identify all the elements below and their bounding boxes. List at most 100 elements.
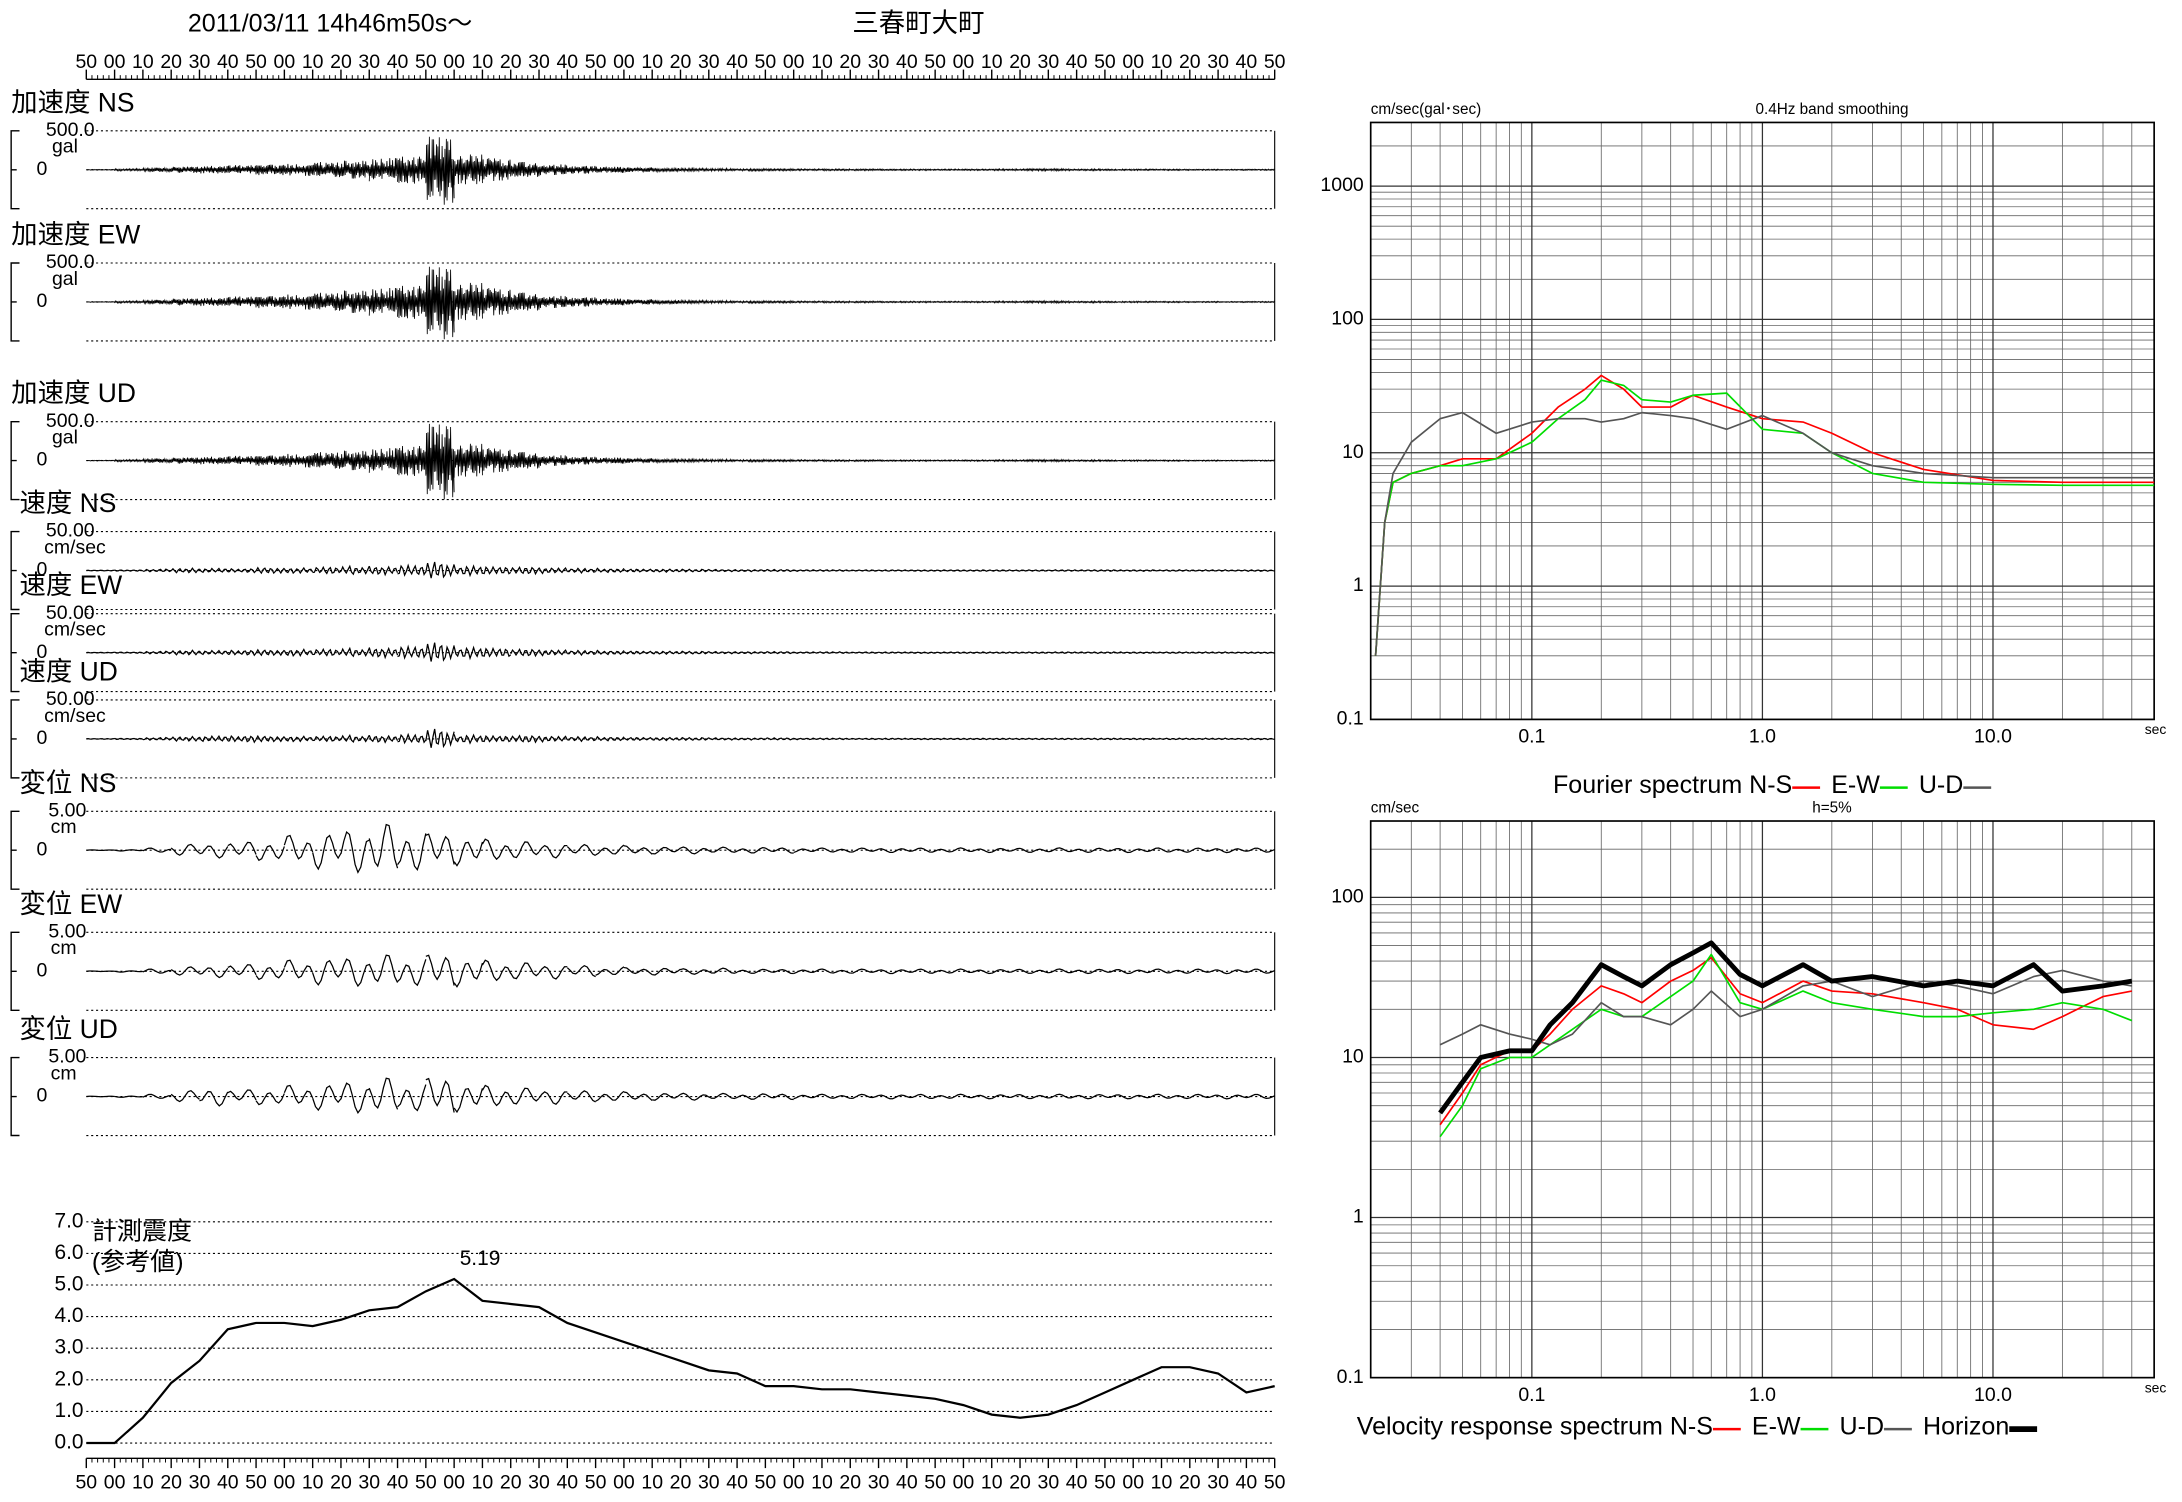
waveform-segment [765, 1093, 794, 1101]
waveform-segment [991, 847, 1021, 853]
waveform-segment [1189, 1093, 1219, 1099]
plot-frame [1369, 121, 2155, 721]
waveform-segment [1189, 737, 1219, 741]
waveform-segment [453, 564, 484, 578]
y-tick-label: 100 [1331, 886, 1364, 908]
waveform-segment [1019, 968, 1049, 974]
waveform-segment [1161, 848, 1190, 853]
waveform-segment [255, 164, 285, 176]
panel-title: 変位 EW [20, 889, 123, 919]
waveform-segment [368, 565, 399, 577]
waveform-segment [651, 298, 681, 306]
time-tick-label: 50 [585, 1472, 607, 1494]
waveform-segment [821, 569, 851, 572]
time-tick-label: 10 [1151, 51, 1173, 73]
waveform-segment [1104, 1094, 1134, 1100]
waveform-segment [991, 1094, 1021, 1100]
waveform-segment [368, 734, 399, 744]
waveform-segment [170, 1089, 200, 1103]
waveform-segment [368, 954, 399, 983]
waveform-segment [283, 735, 314, 743]
waveform-segment [1048, 651, 1077, 654]
waveform-segment [906, 458, 936, 463]
time-tick-label: 30 [1037, 1472, 1059, 1494]
x-unit: sec [2145, 721, 2167, 737]
waveform-segment [538, 1091, 568, 1105]
waveform-segment [453, 154, 483, 186]
waveform-segment [1019, 737, 1049, 741]
y-tick-label: 6.0 [55, 1241, 84, 1264]
waveform-segment [963, 569, 992, 572]
panel-title: 変位 NS [20, 768, 117, 798]
waveform-segment [963, 651, 992, 654]
waveform-segment [1132, 1093, 1162, 1099]
waveform-segment [453, 1087, 484, 1114]
waveform-segment [934, 569, 964, 572]
time-tick-label: 40 [726, 1472, 748, 1494]
y-tick-label: 1 [1353, 574, 1364, 596]
waveform-segment [991, 651, 1021, 654]
legend-title: Velocity response spectrum [1357, 1412, 1670, 1440]
waveform-segment [1161, 459, 1191, 463]
time-tick-label: 50 [755, 1472, 777, 1494]
waveform-segment [566, 843, 596, 857]
chart-title: h=5% [1812, 800, 1852, 817]
y-tick-label: 5.0 [55, 1273, 84, 1296]
time-tick-label: 40 [896, 1472, 918, 1494]
waveform-segment [963, 848, 992, 854]
waveform-segment [906, 651, 936, 654]
waveform-segment [821, 651, 851, 655]
waveform-segment [623, 166, 653, 174]
waveform-segment [1076, 569, 1105, 572]
waveform-segment [764, 299, 795, 305]
waveform-segment [482, 288, 512, 316]
waveform-segment [227, 735, 257, 744]
intensity-line [86, 1277, 1275, 1445]
waveform-segment [1246, 651, 1275, 655]
waveform-segment [736, 299, 766, 305]
waveform-segment [1048, 1093, 1077, 1099]
y-tick-label: 100 [1331, 308, 1364, 330]
waveform-segment [170, 567, 200, 574]
time-tick-label: 40 [726, 51, 748, 73]
waveform-segment [708, 1092, 738, 1100]
waveform-segment [425, 833, 455, 865]
waveform-segment [623, 457, 653, 464]
waveform-segment [1161, 969, 1190, 974]
waveform-segment [680, 736, 710, 741]
time-tick-label: 30 [1037, 51, 1059, 73]
waveform-segment [1047, 458, 1077, 463]
waveform-segment [878, 168, 908, 172]
waveform-segment [1132, 168, 1162, 172]
time-tick-label: 00 [104, 1472, 126, 1494]
waveform-segment [255, 734, 285, 743]
waveform-segment [1076, 1093, 1106, 1100]
panel-bracket [10, 420, 20, 501]
waveform-segment [708, 568, 738, 573]
waveform-segment [199, 967, 229, 979]
waveform-segment [793, 737, 823, 741]
waveform-segment [934, 168, 964, 172]
waveform-segment [567, 567, 596, 574]
panel-tick-label: 500.0 [46, 119, 95, 141]
waveform-segment [114, 167, 144, 173]
waveform-segment [963, 969, 992, 975]
x-unit: sec [2145, 1379, 2167, 1395]
waveform-segment [199, 1090, 229, 1107]
waveform-segment [1133, 651, 1162, 655]
waveform-segment [1217, 168, 1247, 172]
waveform-segment [312, 834, 342, 871]
panel-title: 速度 NS [20, 488, 117, 518]
panel-tick-label: 50.00 [46, 602, 95, 624]
time-tick-label: 10 [1151, 1472, 1173, 1494]
waveform-segment [793, 968, 823, 975]
y-tick-label: 2.0 [55, 1367, 84, 1390]
waveform-segment [255, 296, 285, 309]
waveform-segment [736, 458, 766, 463]
waveform-segment [142, 457, 172, 464]
y-tick-label: 0.1 [1337, 708, 1364, 730]
waveform-segment [934, 1093, 964, 1099]
waveform-segment [255, 845, 285, 862]
waveform-segment [510, 962, 540, 980]
waveform-segment [1048, 968, 1077, 974]
